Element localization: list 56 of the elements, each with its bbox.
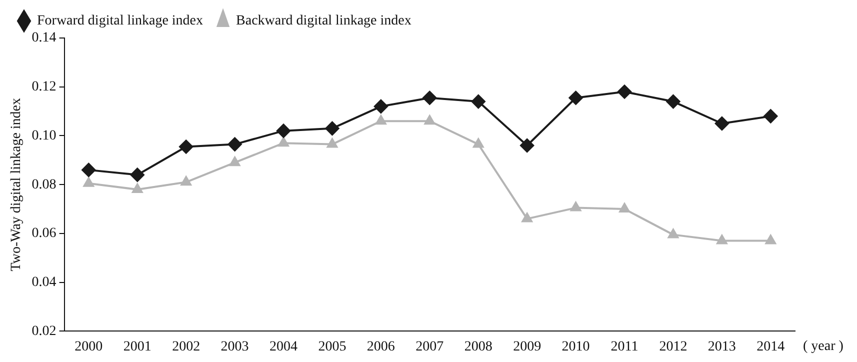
x-tick-label: 2004: [270, 339, 298, 354]
point: [132, 183, 143, 193]
point: [520, 138, 534, 153]
point: [568, 90, 583, 105]
point: [618, 84, 632, 99]
x-axis-title: ( year ): [803, 338, 844, 354]
point: [666, 94, 680, 109]
point: [82, 162, 96, 177]
point: [619, 203, 630, 213]
x-tick-label: 2001: [123, 339, 152, 354]
y-tick-label: 0.12: [32, 80, 56, 95]
point: [716, 234, 728, 244]
point: [422, 90, 437, 105]
legend-label: Backward digital linkage index: [236, 14, 412, 29]
point: [130, 168, 144, 182]
y-tick-label: 0.04: [32, 275, 56, 290]
point: [424, 115, 435, 125]
point: [570, 202, 582, 212]
point: [180, 176, 192, 186]
point: [765, 234, 776, 244]
x-tick-label: 2011: [610, 339, 638, 354]
x-tick-label: 2007: [416, 339, 444, 354]
y-axis-title: Two-Way digital linkage index: [9, 98, 24, 272]
x-tick-label: 2008: [464, 339, 492, 354]
x-tick-label: 2014: [756, 339, 785, 354]
point: [764, 109, 778, 124]
legend-label: Forward digital linkage index: [37, 14, 204, 29]
x-tick-label: 2009: [513, 339, 542, 354]
point: [376, 115, 386, 125]
point: [473, 138, 484, 148]
x-tick-label: 2006: [366, 339, 395, 354]
x-tick-label: 2010: [562, 339, 590, 354]
x-tick-label: 2002: [172, 339, 200, 354]
point: [668, 228, 679, 238]
x-tick-label: 2012: [659, 339, 688, 354]
x-tick-label: 2003: [220, 339, 249, 354]
point: [714, 116, 729, 131]
y-tick-label: 0.10: [32, 128, 56, 144]
point: [228, 137, 242, 152]
y-tick-label: 0.08: [32, 177, 56, 192]
point: [326, 138, 338, 148]
y-tick-label: 0.06: [32, 226, 56, 242]
x-tick-label: 2000: [74, 339, 103, 354]
point: [522, 212, 532, 222]
point: [278, 137, 289, 147]
point: [179, 140, 194, 154]
x-tick-label: 2005: [318, 339, 346, 354]
x-tick-label: 2013: [708, 339, 736, 354]
point: [276, 124, 291, 138]
point: [83, 177, 94, 187]
point: [325, 121, 340, 136]
y-tick-label: 0.14: [32, 30, 56, 46]
point: [374, 99, 388, 114]
y-tick-label: 0.02: [32, 324, 56, 339]
point: [471, 94, 486, 109]
point: [229, 156, 240, 166]
